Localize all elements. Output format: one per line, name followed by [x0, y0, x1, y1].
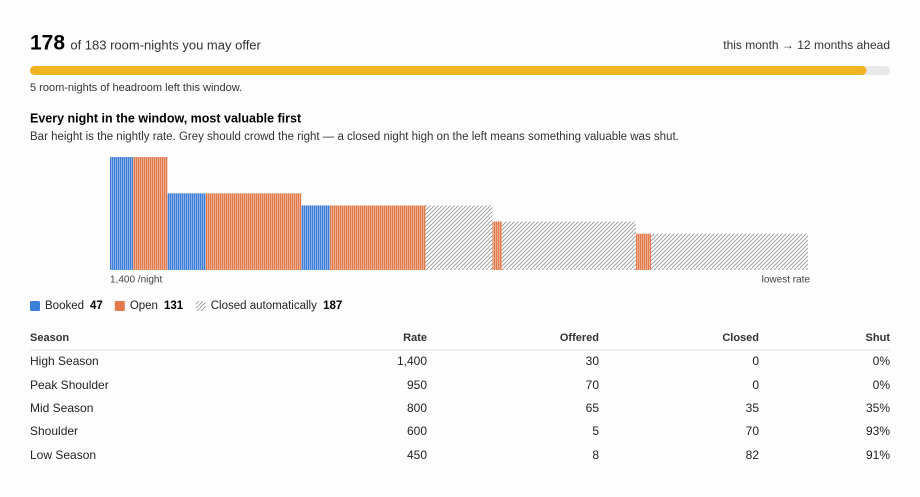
table-cell: 800: [407, 401, 427, 415]
column-header: Offered: [560, 332, 599, 344]
table-cell: 600: [407, 424, 427, 438]
table-cell: 450: [407, 448, 427, 462]
headroom-note: 5 room-nights of headroom left this wind…: [30, 82, 242, 94]
night-segment: [425, 205, 493, 270]
table-cell: Mid Season: [30, 401, 93, 415]
table-cell: 1,400: [397, 354, 427, 368]
table-cell: 82: [746, 448, 760, 462]
table-cell: 35: [746, 401, 760, 415]
night-segment: [492, 221, 503, 270]
progress-fill: [30, 66, 867, 75]
window-range: this month → 12 months ahead: [723, 38, 890, 52]
chart-title: Every night in the window, most valuable…: [30, 111, 302, 125]
table-cell: 0%: [873, 354, 891, 368]
table-cell: 0%: [873, 378, 891, 392]
column-header: Shut: [866, 332, 891, 344]
table-cell: 950: [407, 378, 427, 392]
night-segment: [167, 193, 206, 270]
table-cell: 30: [586, 354, 600, 368]
night-segment: [329, 205, 426, 270]
legend-swatch: [195, 301, 206, 311]
table-cell: 91%: [866, 448, 890, 462]
offered-count: 178: [30, 32, 65, 55]
legend-label: Closed automatically: [211, 300, 317, 312]
table-cell: 0: [752, 378, 759, 392]
night-segment: [651, 233, 808, 270]
night-segment: [110, 157, 133, 270]
column-header: Season: [30, 332, 69, 344]
column-header: Rate: [403, 332, 427, 344]
table-cell: 65: [586, 401, 600, 415]
night-segment: [502, 221, 636, 270]
table-cell: 70: [746, 424, 760, 438]
table-cell: 70: [586, 378, 600, 392]
legend-total: 187: [323, 300, 342, 312]
night-segment: [635, 233, 652, 270]
chart-subtitle: Bar height is the nightly rate. Grey sho…: [30, 131, 679, 143]
legend-total: 47: [90, 300, 103, 312]
table-cell: 5: [592, 424, 599, 438]
legend-swatch: [114, 301, 125, 311]
offered-caption: of 183 room-nights you may offer: [70, 37, 261, 52]
legend-label: Open: [130, 300, 158, 312]
bottom-rate-label: lowest rate: [762, 275, 811, 286]
table-cell: Low Season: [30, 448, 96, 462]
table-cell: 8: [592, 448, 599, 462]
column-header: Closed: [722, 332, 759, 344]
table-cell: 93%: [866, 424, 890, 438]
table-cell: 0: [752, 354, 759, 368]
legend-label: Booked: [45, 300, 84, 312]
legend-swatch: [30, 301, 40, 311]
top-rate-label: 1,400 /night: [110, 275, 162, 286]
table-cell: High Season: [30, 354, 99, 368]
table-cell: Peak Shoulder: [30, 378, 109, 392]
night-segment: [301, 205, 330, 270]
legend-total: 131: [164, 300, 184, 312]
night-segment: [205, 193, 302, 270]
night-segment: [132, 157, 168, 270]
table-cell: Shoulder: [30, 424, 78, 438]
table-cell: 35%: [866, 401, 890, 415]
